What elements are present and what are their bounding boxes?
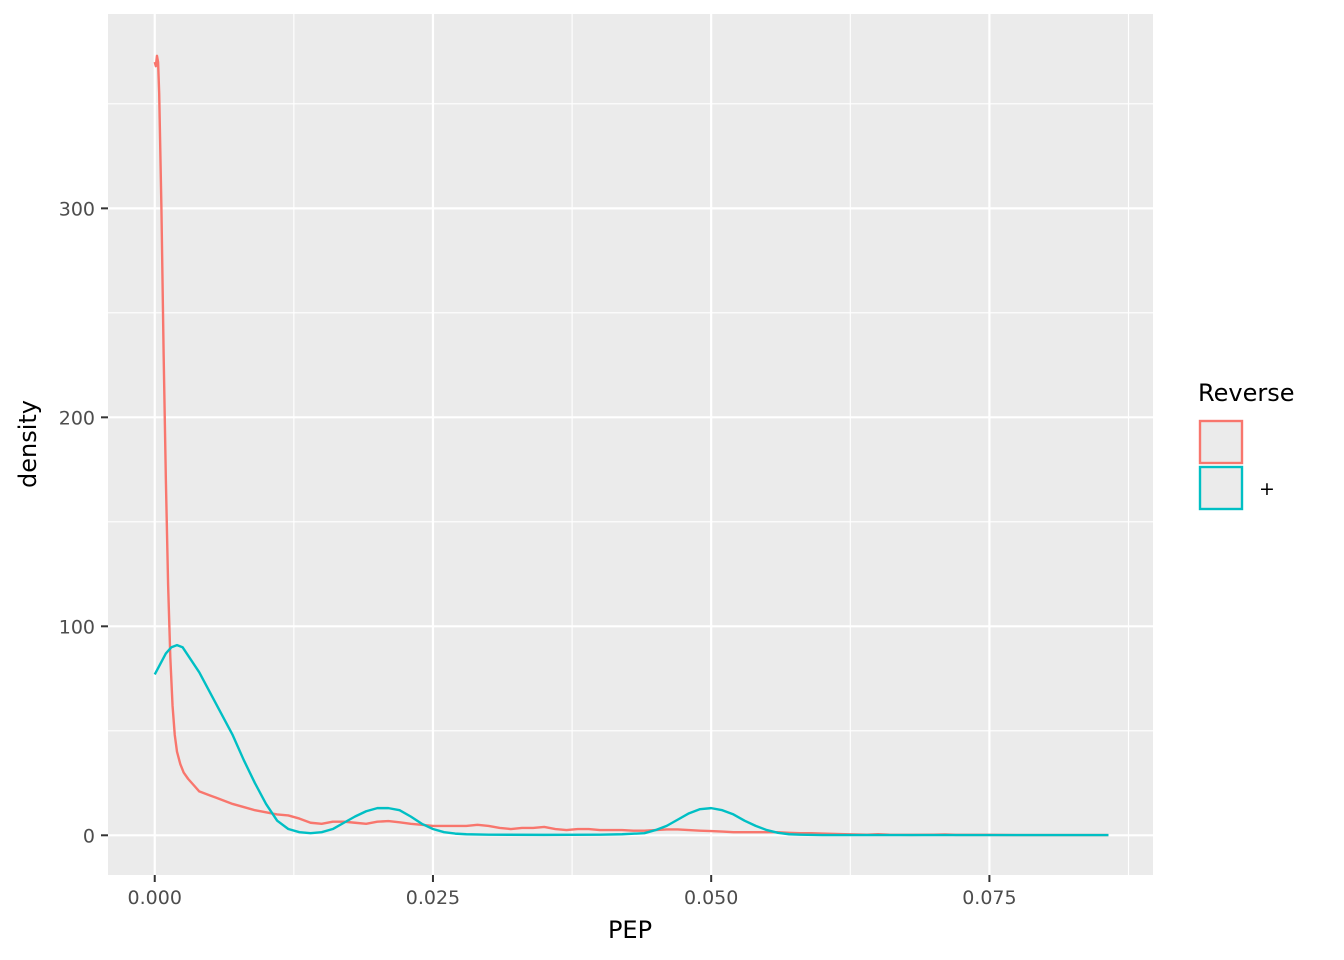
legend-title: Reverse bbox=[1198, 379, 1294, 407]
plot-panel bbox=[108, 14, 1153, 875]
minor-gridlines bbox=[108, 14, 1153, 875]
y-tick-labels: 0 100 200 300 bbox=[59, 198, 95, 847]
y-tick-label: 100 bbox=[59, 616, 95, 638]
legend-label-2: + bbox=[1259, 478, 1275, 500]
x-tick-label: 0.050 bbox=[684, 887, 738, 909]
density-line-1 bbox=[153, 54, 1109, 837]
legend: Reverse + bbox=[1198, 379, 1294, 511]
y-tick-label: 300 bbox=[59, 198, 95, 220]
x-tick-label: 0.000 bbox=[128, 887, 182, 909]
x-axis-title: PEP bbox=[608, 916, 652, 944]
series-layer bbox=[153, 54, 1109, 837]
legend-key-1 bbox=[1198, 419, 1244, 465]
major-gridlines bbox=[108, 14, 1153, 875]
legend-entries: + bbox=[1198, 419, 1275, 511]
legend-key-2 bbox=[1198, 465, 1244, 511]
density-line-2 bbox=[153, 643, 1109, 837]
x-tick-label: 0.025 bbox=[406, 887, 460, 909]
x-tick-label: 0.075 bbox=[962, 887, 1016, 909]
y-axis-title: density bbox=[14, 400, 42, 488]
x-tick-labels: 0.000 0.025 0.050 0.075 bbox=[128, 887, 1017, 909]
y-tick-label: 200 bbox=[59, 407, 95, 429]
y-tick-label: 0 bbox=[83, 825, 95, 847]
axis-ticks bbox=[101, 207, 991, 882]
